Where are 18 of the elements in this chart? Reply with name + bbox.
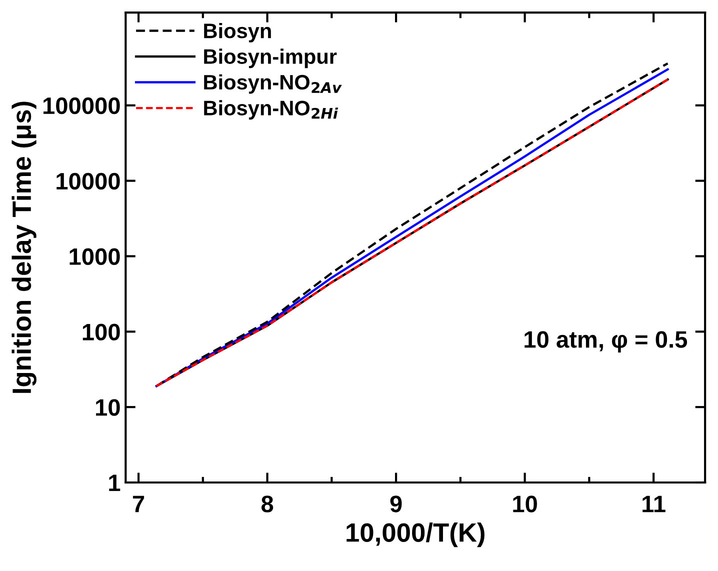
y-tick-label: 10000 (56, 172, 120, 190)
x-tick-label: 10 (513, 496, 537, 512)
y-axis-title: Ignition delay Time (μs) (12, 102, 36, 393)
y-tick-label: 1 (109, 474, 120, 492)
x-tick-label: 8 (261, 496, 274, 512)
x-tick-label: 7 (132, 496, 144, 512)
legend-label: Biosyn-NO$_{2Av}$ (204, 74, 342, 94)
legend-label: Biosyn-impur (204, 48, 337, 68)
y-tick-label: 100 (82, 324, 120, 340)
legend-label: Biosyn (204, 22, 271, 42)
x-tick-label: 9 (390, 496, 402, 512)
annotation: 10 atm, φ = 0.5 (524, 331, 688, 353)
legend-label: Biosyn-NO$_{2Hi}$ (204, 100, 338, 120)
y-tick-label: 10 (96, 399, 120, 416)
x-axis-title: 10,000/T(K) (346, 522, 484, 548)
y-tick-label: 1000 (70, 248, 120, 266)
x-tick-label: 11 (642, 496, 666, 512)
y-tick-label: 100000 (43, 97, 120, 114)
